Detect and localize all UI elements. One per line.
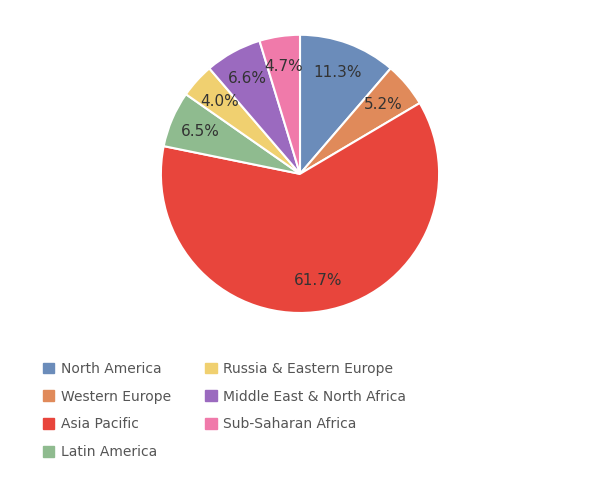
Legend: North America, Western Europe, Asia Pacific, Latin America, Russia & Eastern Eur: North America, Western Europe, Asia Paci… bbox=[37, 356, 412, 465]
Text: 4.0%: 4.0% bbox=[200, 94, 239, 109]
Text: 6.6%: 6.6% bbox=[228, 71, 267, 86]
Wedge shape bbox=[260, 35, 300, 174]
Wedge shape bbox=[161, 103, 439, 313]
Wedge shape bbox=[300, 69, 420, 174]
Wedge shape bbox=[209, 41, 300, 174]
Text: 5.2%: 5.2% bbox=[364, 97, 403, 112]
Wedge shape bbox=[164, 94, 300, 174]
Text: 6.5%: 6.5% bbox=[181, 124, 220, 139]
Text: 61.7%: 61.7% bbox=[294, 273, 342, 288]
Text: 11.3%: 11.3% bbox=[313, 65, 362, 80]
Wedge shape bbox=[300, 35, 391, 174]
Wedge shape bbox=[186, 69, 300, 174]
Text: 4.7%: 4.7% bbox=[265, 59, 304, 74]
